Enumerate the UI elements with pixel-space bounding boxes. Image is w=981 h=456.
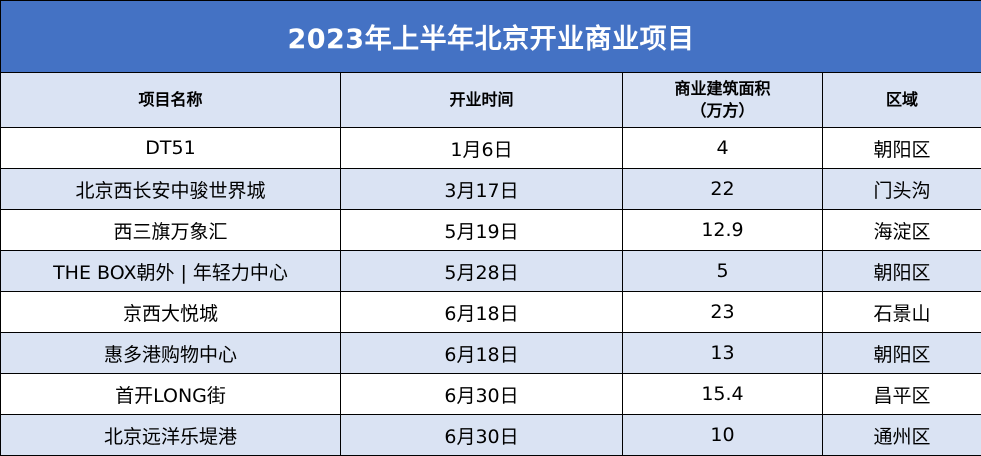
cell-project-name: 西三旗万象汇	[1, 210, 341, 251]
cell-floor-area: 12.9	[623, 210, 823, 251]
cell-opening-date: 6月18日	[341, 292, 623, 333]
cell-district: 朝阳区	[823, 251, 981, 292]
cell-project-name: 北京西长安中骏世界城	[1, 169, 341, 210]
header-opening-date: 开业时间	[341, 73, 623, 128]
table-title: 2023年上半年北京开业商业项目	[1, 1, 981, 73]
header-project-name: 项目名称	[1, 73, 341, 128]
cell-opening-date: 1月6日	[341, 128, 623, 169]
cell-floor-area: 5	[623, 251, 823, 292]
cell-floor-area: 15.4	[623, 374, 823, 415]
cell-district: 石景山	[823, 292, 981, 333]
cell-project-name: THE BOX朝外 | 年轻力中心	[1, 251, 341, 292]
cell-project-name: DT51	[1, 128, 341, 169]
cell-opening-date: 5月28日	[341, 251, 623, 292]
cell-floor-area: 23	[623, 292, 823, 333]
header-label-line: 开业时间	[449, 90, 513, 109]
header-label-line: 商业建筑面积	[674, 79, 770, 98]
header-label-line: （万方）	[690, 101, 754, 120]
cell-project-name: 京西大悦城	[1, 292, 341, 333]
cell-district: 海淀区	[823, 210, 981, 251]
cell-project-name: 首开LONG街	[1, 374, 341, 415]
cell-floor-area: 22	[623, 169, 823, 210]
header-district: 区域	[823, 73, 981, 128]
cell-district: 昌平区	[823, 374, 981, 415]
cell-opening-date: 6月30日	[341, 374, 623, 415]
table-title-row: 2023年上半年北京开业商业项目	[1, 1, 981, 73]
header-label-line: 项目名称	[138, 90, 202, 109]
cell-project-name: 惠多港购物中心	[1, 333, 341, 374]
cell-opening-date: 3月17日	[341, 169, 623, 210]
cell-district: 通州区	[823, 415, 981, 456]
cell-floor-area: 13	[623, 333, 823, 374]
table-header-row: 项目名称 开业时间 商业建筑面积 （万方） 区域	[1, 73, 981, 128]
cell-opening-date: 6月18日	[341, 333, 623, 374]
cell-opening-date: 5月19日	[341, 210, 623, 251]
cell-project-name: 北京远洋乐堤港	[1, 415, 341, 456]
cell-opening-date: 6月30日	[341, 415, 623, 456]
cell-district: 门头沟	[823, 169, 981, 210]
header-floor-area: 商业建筑面积 （万方）	[623, 73, 823, 128]
cell-floor-area: 4	[623, 128, 823, 169]
cell-floor-area: 10	[623, 415, 823, 456]
cell-district: 朝阳区	[823, 333, 981, 374]
cell-district: 朝阳区	[823, 128, 981, 169]
header-label-line: 区域	[886, 90, 918, 109]
